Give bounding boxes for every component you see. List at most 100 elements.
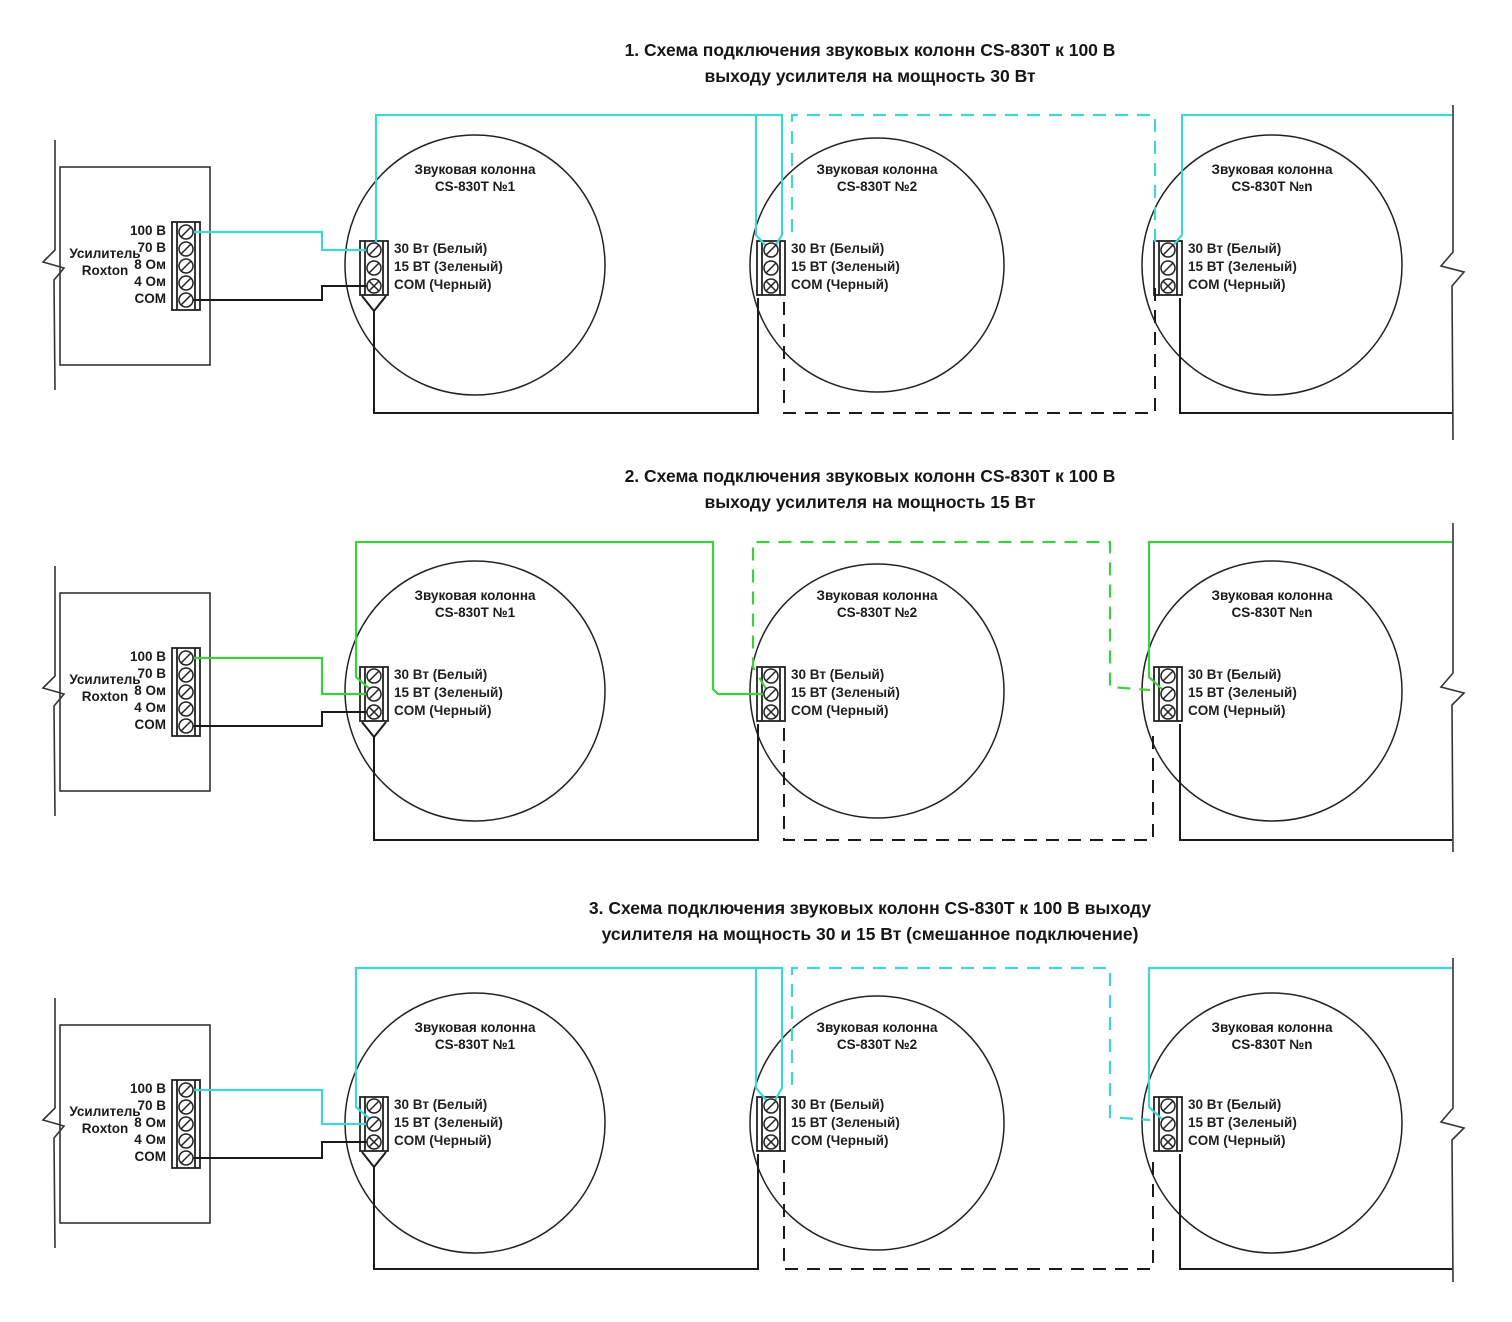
scheme2-frame [41, 523, 1466, 853]
sp1-funnel-l [361, 721, 375, 738]
scheme3-common-wires [192, 1141, 1452, 1270]
sp1-funnel-l [361, 295, 375, 312]
hot-wire-amp-to-sp1 [192, 1088, 369, 1126]
scheme1-common-wires [192, 285, 1452, 414]
scheme2-sp1-title-line2: CS-830T №1 [434, 605, 516, 620]
scheme1-title-line2: выходу усилителя на мощность 30 Вт [704, 66, 1036, 86]
line-continuation-break [1439, 105, 1466, 441]
sp1-funnel-r [373, 721, 387, 738]
scheme1-amp-name-line1: Усилитель [69, 246, 141, 261]
amp-box [59, 166, 211, 366]
line-continuation-break [1439, 958, 1466, 1283]
com-wire-amp-to-sp1 [192, 711, 369, 727]
scheme3-sp2-title-line2: CS-830T №2 [836, 1037, 918, 1052]
scheme1-amp-terminal-100v: 100 В [129, 223, 166, 238]
hot-rail-sp1-sp2 [354, 966, 784, 1121]
spn-screws [1160, 242, 1176, 294]
scheme1 [41, 105, 1466, 441]
scheme2-title-line1: 2. Схема подключения звуковых колонн CS-… [624, 466, 1116, 486]
sp1-screws [366, 668, 382, 720]
sp1-screws [366, 1098, 382, 1150]
scheme3-amp-name-line2: Roxton [81, 1121, 129, 1136]
scheme2 [41, 523, 1466, 853]
scheme3-screws [178, 1082, 1176, 1166]
scheme2-title-line2: выходу усилителя на мощность 15 Вт [704, 492, 1036, 512]
speaker-circle-1 [344, 560, 606, 822]
hot-dashed-continuation [790, 966, 1151, 1122]
sp1-funnel-r [373, 295, 387, 312]
com-rail-spn-out [1179, 724, 1452, 841]
scheme1-sp2-terminal-30w: 30 Вт (Белый) [791, 241, 885, 256]
com-wire-amp-to-sp1 [192, 1141, 369, 1159]
scheme1-sp2-title-line2: CS-830T №2 [836, 179, 918, 194]
scheme3-spn-terminal-com: COM (Черный) [1188, 1133, 1286, 1148]
scheme3-title-line2: усилителя на мощность 30 и 15 Вт (смешан… [601, 924, 1139, 944]
hot-wire-amp-to-sp1 [192, 656, 369, 696]
scheme2-sp2-terminal-15w: 15 ВТ (Зеленый) [791, 685, 900, 700]
scheme1-sp2-terminal-com: COM (Черный) [791, 277, 889, 292]
scheme1-sp2-terminal-15w: 15 ВТ (Зеленый) [791, 259, 900, 274]
scheme2-sp2-terminal-30w: 30 Вт (Белый) [791, 667, 885, 682]
scheme2-amp-name-line1: Усилитель [69, 672, 141, 687]
scheme1-frame [41, 105, 1466, 441]
scheme1-sp1-terminal-com: COM (Черный) [394, 277, 492, 292]
speaker-circle-1 [344, 134, 606, 396]
amp-box [59, 1024, 211, 1224]
speaker-circle-n [1141, 992, 1403, 1254]
com-wire-amp-to-sp1 [192, 285, 369, 301]
scheme3-sp1-title-line1: Звуковая колонна [414, 1020, 536, 1035]
scheme2-sp2-title-line2: CS-830T №2 [836, 605, 918, 620]
scheme1-title-line1: 1. Схема подключения звуковых колонн CS-… [624, 40, 1116, 60]
scheme3-sp2-terminal-15w: 15 ВТ (Зеленый) [791, 1115, 900, 1130]
scheme1-amp-terminal-4om: 4 Ом [134, 274, 166, 289]
scheme2-spn-title-line1: Звуковая колонна [1211, 588, 1333, 603]
scheme3-sp1-title-line2: CS-830T №1 [434, 1037, 516, 1052]
scheme2-amp-terminal-70v: 70 В [137, 666, 166, 681]
scheme3-amp-terminal-4om: 4 Ом [134, 1132, 166, 1147]
scheme3-spn-terminal-15w: 15 ВТ (Зеленый) [1188, 1115, 1297, 1130]
scheme3-sp1-terminal-30w: 30 Вт (Белый) [394, 1097, 488, 1112]
line-continuation-break [1439, 523, 1466, 853]
scheme3-sp2-title-line1: Звуковая колонна [816, 1020, 938, 1035]
scheme2-sp1-terminal-com: COM (Черный) [394, 703, 492, 718]
speaker-circle-n [1141, 134, 1403, 396]
scheme2-amp-terminal-com: COM [134, 717, 167, 732]
com-dashed-continuation [783, 728, 1154, 841]
scheme2-spn-title-line2: CS-830T №n [1231, 605, 1313, 620]
scheme1-spn-title-line1: Звуковая колонна [1211, 162, 1333, 177]
scheme1-amp-terminal-com: COM [134, 291, 167, 306]
scheme1-amp-terminal-70v: 70 В [137, 240, 166, 255]
scheme1-speaker-circles [344, 134, 1403, 396]
scheme3-spn-title-line2: CS-830T №n [1231, 1037, 1313, 1052]
scheme3-sp1-terminal-com: COM (Черный) [394, 1133, 492, 1148]
scheme3-amp-terminal-8om: 8 Ом [134, 1115, 166, 1130]
amp-screws [178, 224, 194, 308]
scheme1-spn-title-line2: CS-830T №n [1231, 179, 1313, 194]
scheme2-hot-wires [192, 540, 1452, 696]
scheme2-sp1-title-line1: Звуковая колонна [414, 588, 536, 603]
scheme1-spn-terminal-30w: 30 Вт (Белый) [1188, 241, 1282, 256]
amp-screws [178, 650, 194, 734]
amp-break-line [41, 566, 66, 817]
scheme1-spn-terminal-15w: 15 ВТ (Зеленый) [1188, 259, 1297, 274]
amp-break-line [41, 998, 66, 1249]
scheme2-speaker-circles [344, 560, 1403, 822]
speaker-circle-2 [749, 563, 1005, 819]
amp-box [59, 592, 211, 792]
hot-rail-spn-out [1147, 966, 1452, 1121]
scheme1-amp-terminal-8om: 8 Ом [134, 257, 166, 272]
scheme2-amp-terminal-8om: 8 Ом [134, 683, 166, 698]
hot-rail-sp1-sp2 [354, 540, 764, 696]
scheme3-title-line1: 3. Схема подключения звуковых колонн CS-… [588, 898, 1152, 918]
sp1-funnel-r [373, 1151, 387, 1168]
scheme1-sp2-title-line1: Звуковая колонна [816, 162, 938, 177]
scheme3-amp-terminal-com: COM [134, 1149, 167, 1164]
scheme1-spn-terminal-com: COM (Черный) [1188, 277, 1286, 292]
com-rail-sp1-sp2 [373, 1154, 759, 1270]
scheme2-common-wires [192, 711, 1452, 841]
scheme3-amp-name-line1: Усилитель [69, 1104, 141, 1119]
hot-rail-spn-out [1147, 540, 1452, 691]
scheme2-amp-name-line2: Roxton [81, 689, 129, 704]
